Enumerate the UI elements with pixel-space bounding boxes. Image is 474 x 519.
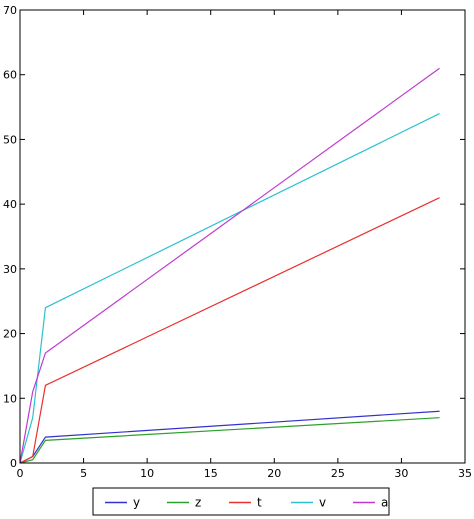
legend-box [92, 487, 390, 516]
series-line-t [19, 197, 440, 464]
x-tick-label: 25 [331, 467, 345, 480]
x-tick-label: 20 [267, 467, 281, 480]
y-tick-label: 40 [3, 198, 17, 211]
series-layer [19, 67, 440, 464]
x-tick-label: 35 [458, 467, 472, 480]
legend-label-t: t [257, 496, 262, 510]
x-tick-label: 10 [140, 467, 154, 480]
legend-label-v: v [319, 496, 326, 510]
x-tick-label: 5 [80, 467, 87, 480]
plot-frame [19, 9, 466, 464]
y-tick-label: 50 [3, 133, 17, 146]
legend-label-a: a [381, 496, 388, 510]
series-line-a [19, 67, 440, 464]
axes-layer: 0 5 10 15 20 25 30 35 0 10 20 30 40 50 60 70 [3, 4, 472, 480]
y-tick-label: 60 [3, 69, 17, 82]
y-tick-label: 0 [10, 457, 17, 470]
y-tick-label: 30 [3, 263, 17, 276]
y-tick-label: 10 [3, 392, 17, 405]
y-tick-label: 70 [3, 4, 17, 17]
legend-label-z: z [195, 496, 201, 510]
x-tick-label: 0 [17, 467, 24, 480]
series-line-v [19, 113, 440, 464]
legend-label-y: y [133, 496, 140, 510]
series-line-z [19, 417, 440, 464]
y-tick-label: 20 [3, 328, 17, 341]
x-tick-label: 15 [204, 467, 218, 480]
series-line-y [19, 410, 440, 464]
x-tick-label: 30 [394, 467, 408, 480]
